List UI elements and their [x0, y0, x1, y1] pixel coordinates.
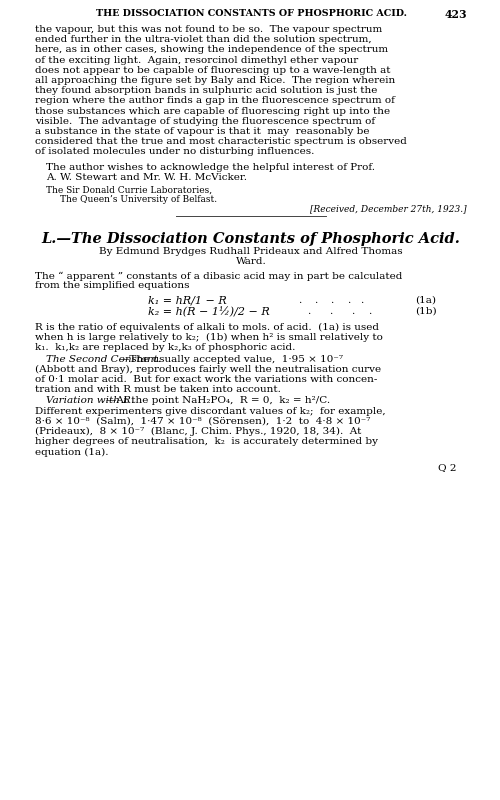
- Text: when h is large relatively to k₂;  (1b) when h² is small relatively to: when h is large relatively to k₂; (1b) w…: [35, 334, 383, 342]
- Text: equation (1a).: equation (1a).: [35, 447, 108, 457]
- Text: 423: 423: [444, 9, 467, 20]
- Text: (Prideaux),  8 × 10⁻⁷  (Blanc, J. Chim. Phys., 1920, 18, 34).  At: (Prideaux), 8 × 10⁻⁷ (Blanc, J. Chim. Ph…: [35, 427, 362, 436]
- Text: .: .: [351, 307, 354, 316]
- Text: .: .: [360, 296, 363, 305]
- Text: region where the author finds a gap in the fluorescence spectrum of: region where the author finds a gap in t…: [35, 97, 395, 106]
- Text: from the simplified equations: from the simplified equations: [35, 282, 190, 290]
- Text: The author wishes to acknowledge the helpful interest of Prof.: The author wishes to acknowledge the hel…: [46, 162, 375, 172]
- Text: ended further in the ultra-violet than did the solution spectrum,: ended further in the ultra-violet than d…: [35, 35, 372, 44]
- Text: R is the ratio of equivalents of alkali to mols. of acid.  (1a) is used: R is the ratio of equivalents of alkali …: [35, 323, 379, 332]
- Text: By Edmund Brydges Rudhall Prideaux and Alfred Thomas: By Edmund Brydges Rudhall Prideaux and A…: [99, 247, 403, 256]
- Text: visible.  The advantage of studying the fluorescence spectrum of: visible. The advantage of studying the f…: [35, 117, 375, 126]
- Text: Different experimenters give discordant values of k₂;  for example,: Different experimenters give discordant …: [35, 406, 386, 416]
- Text: The Sir Donald Currie Laboratories,: The Sir Donald Currie Laboratories,: [46, 186, 212, 195]
- Text: Variation with R.: Variation with R.: [46, 397, 134, 406]
- Text: .: .: [298, 296, 302, 305]
- Text: tration and with R must be taken into account.: tration and with R must be taken into ac…: [35, 386, 281, 394]
- Text: those substances which are capable of fluorescing right up into the: those substances which are capable of fl…: [35, 106, 390, 116]
- Text: all approaching the figure set by Baly and Rice.  The region wherein: all approaching the figure set by Baly a…: [35, 76, 395, 85]
- Text: L.—The Dissociation Constants of Phosphoric Acid.: L.—The Dissociation Constants of Phospho…: [42, 232, 461, 246]
- Text: of the exciting light.  Again, resorcinol dimethyl ether vapour: of the exciting light. Again, resorcinol…: [35, 56, 358, 65]
- Text: they found absorption bands in sulphuric acid solution is just the: they found absorption bands in sulphuric…: [35, 86, 378, 95]
- Text: .: .: [330, 296, 334, 305]
- Text: .: .: [346, 296, 350, 305]
- Text: Q 2: Q 2: [438, 462, 457, 472]
- Text: (1b): (1b): [415, 307, 436, 316]
- Text: The Queen’s University of Belfast.: The Queen’s University of Belfast.: [60, 195, 217, 204]
- Text: k₂ = h(R − 1½)/2 − R: k₂ = h(R − 1½)/2 − R: [148, 307, 270, 318]
- Text: of 0·1 molar acid.  But for exact work the variations with concen-: of 0·1 molar acid. But for exact work th…: [35, 375, 378, 384]
- Text: [Received, December 27th, 1923.]: [Received, December 27th, 1923.]: [310, 204, 467, 213]
- Text: —At the point NaH₂PO₄,  R = 0,  k₂ = h²/C.: —At the point NaH₂PO₄, R = 0, k₂ = h²/C.: [106, 397, 330, 406]
- Text: .: .: [314, 296, 318, 305]
- Text: .: .: [306, 307, 310, 316]
- Text: k₁ = hR/1 − R: k₁ = hR/1 − R: [148, 296, 227, 306]
- Text: higher degrees of neutralisation,  k₂  is accurately determined by: higher degrees of neutralisation, k₂ is …: [35, 438, 378, 446]
- Text: does not appear to be capable of fluorescing up to a wave-length at: does not appear to be capable of fluores…: [35, 66, 391, 75]
- Text: k₁.  k₁,k₂ are replaced by k₂,k₃ of phosphoric acid.: k₁. k₁,k₂ are replaced by k₂,k₃ of phosp…: [35, 343, 295, 353]
- Text: The Second Constant.: The Second Constant.: [46, 354, 161, 364]
- Text: THE DISSOCIATION CONSTANTS OF PHOSPHORIC ACID.: THE DISSOCIATION CONSTANTS OF PHOSPHORIC…: [96, 9, 406, 18]
- Text: —The usually accepted value,  1·95 × 10⁻⁷: —The usually accepted value, 1·95 × 10⁻⁷: [119, 354, 343, 364]
- Text: Ward.: Ward.: [236, 258, 266, 266]
- Text: 8·6 × 10⁻⁸  (Salm),  1·47 × 10⁻⁸  (Sörensen),  1·2  to  4·8 × 10⁻⁷: 8·6 × 10⁻⁸ (Salm), 1·47 × 10⁻⁸ (Sörensen…: [35, 417, 370, 426]
- Text: A. W. Stewart and Mr. W. H. McVicker.: A. W. Stewart and Mr. W. H. McVicker.: [46, 173, 247, 182]
- Text: a substance in the state of vapour is that it  may  reasonably be: a substance in the state of vapour is th…: [35, 127, 370, 136]
- Text: (Abbott and Bray), reproduces fairly well the neutralisation curve: (Abbott and Bray), reproduces fairly wel…: [35, 365, 381, 374]
- Text: the vapour, but this was not found to be so.  The vapour spectrum: the vapour, but this was not found to be…: [35, 25, 383, 34]
- Text: of isolated molecules under no disturbing influences.: of isolated molecules under no disturbin…: [35, 147, 314, 157]
- Text: here, as in other cases, showing the independence of the spectrum: here, as in other cases, showing the ind…: [35, 46, 388, 54]
- Text: The “ apparent ” constants of a dibasic acid may in part be calculated: The “ apparent ” constants of a dibasic …: [35, 271, 403, 281]
- Text: .: .: [368, 307, 371, 316]
- Text: considered that the true and most characteristic spectrum is observed: considered that the true and most charac…: [35, 138, 407, 146]
- Text: .: .: [329, 307, 332, 316]
- Text: (1a): (1a): [415, 296, 436, 305]
